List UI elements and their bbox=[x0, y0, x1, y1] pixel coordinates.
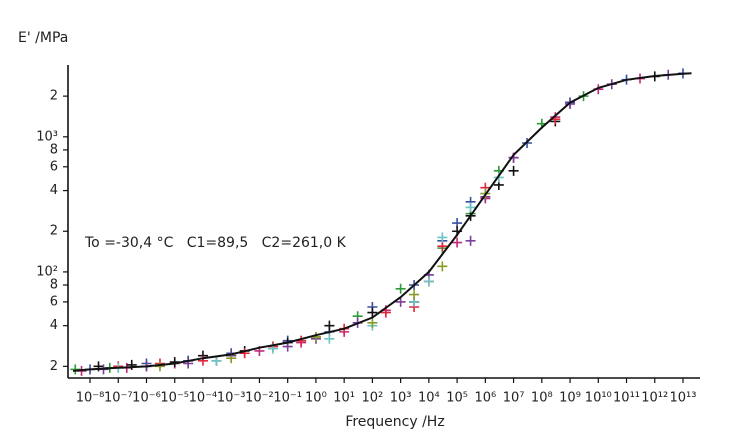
x-tick-label: 10⁷ bbox=[503, 391, 525, 406]
x-tick-label: 10⁻⁸ bbox=[76, 391, 105, 406]
x-tick-label: 10¹⁰ bbox=[585, 391, 612, 406]
data-point bbox=[380, 307, 391, 318]
data-point bbox=[367, 307, 378, 318]
data-point bbox=[465, 202, 476, 213]
data-point bbox=[70, 364, 81, 375]
x-axis-label: Frequency /Hz bbox=[345, 414, 444, 430]
data-point bbox=[239, 348, 250, 359]
x-tick-label: 10¹³ bbox=[670, 391, 697, 406]
y-tick-label: 2 bbox=[50, 224, 58, 239]
data-point bbox=[126, 359, 137, 370]
data-point bbox=[437, 232, 448, 243]
y-tick-label: 2 bbox=[50, 89, 58, 104]
y-tick-label: 2 bbox=[50, 359, 58, 374]
x-tick-label: 10⁶ bbox=[474, 391, 496, 406]
y-tick-label: 8 bbox=[50, 278, 58, 293]
fit-curve bbox=[72, 72, 692, 372]
x-tick-label: 10⁵ bbox=[446, 391, 468, 406]
x-tick-label: 10¹ bbox=[333, 391, 355, 406]
data-point bbox=[367, 317, 378, 328]
y-tick-label: 10² bbox=[36, 264, 58, 279]
data-point bbox=[211, 355, 222, 366]
y-tick-label: 4 bbox=[50, 183, 58, 198]
data-point bbox=[324, 320, 335, 331]
x-tick-label: 10⁰ bbox=[305, 391, 327, 406]
data-point bbox=[423, 276, 434, 287]
x-tick-label: 10⁻³ bbox=[217, 391, 246, 406]
data-point bbox=[508, 165, 519, 176]
data-point bbox=[465, 235, 476, 246]
y-axis-label: E' /MPa bbox=[18, 30, 68, 46]
x-tick-label: 10⁸ bbox=[531, 391, 553, 406]
x-tick-label: 10⁻² bbox=[245, 391, 274, 406]
data-point bbox=[324, 333, 335, 344]
x-tick-label: 10¹¹ bbox=[613, 391, 640, 406]
x-tick-label: 10⁻¹ bbox=[273, 391, 302, 406]
y-tick-label: 10³ bbox=[36, 129, 58, 144]
annotation: To =-30,4 °C C1=89,5 C2=261,0 K bbox=[84, 235, 347, 251]
x-tick-label: 10⁻⁷ bbox=[104, 391, 133, 406]
x-tick-label: 10⁻⁶ bbox=[132, 391, 161, 406]
y-tick-label: 4 bbox=[50, 318, 58, 333]
data-point bbox=[395, 296, 406, 307]
x-tick-label: 10⁻⁵ bbox=[160, 391, 189, 406]
x-tick-label: 10² bbox=[362, 391, 384, 406]
y-tick-label: 8 bbox=[50, 142, 58, 157]
y-tick-label: 6 bbox=[50, 159, 58, 174]
x-tick-label: 10⁻⁴ bbox=[189, 391, 218, 406]
x-tick-label: 10³ bbox=[390, 391, 412, 406]
x-tick-label: 10⁹ bbox=[559, 391, 581, 406]
y-tick-label: 6 bbox=[50, 294, 58, 309]
x-tick-label: 10⁴ bbox=[418, 391, 440, 406]
data-point bbox=[452, 237, 463, 248]
data-point bbox=[437, 241, 448, 252]
data-point bbox=[437, 261, 448, 272]
data-point bbox=[409, 289, 420, 300]
data-point bbox=[395, 283, 406, 294]
x-tick-label: 10¹² bbox=[641, 391, 668, 406]
